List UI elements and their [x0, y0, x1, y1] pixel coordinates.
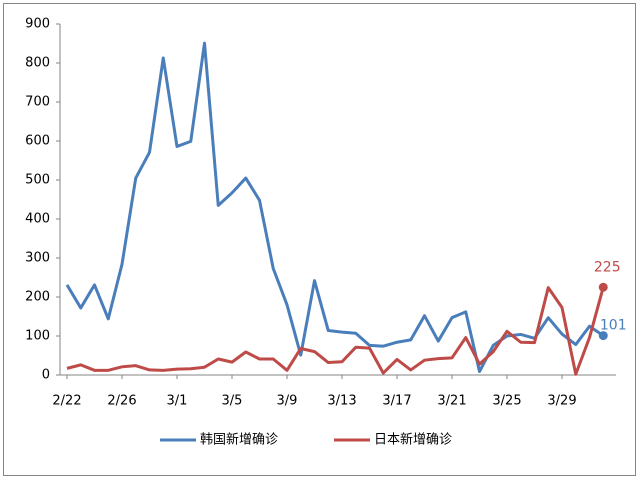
x-tick-label: 3/21 — [437, 394, 466, 409]
series-line — [66, 286, 605, 376]
legend-label: 韩国新增确诊 — [200, 432, 278, 448]
x-tick-label: 3/9 — [277, 394, 298, 409]
legend-label: 日本新增确诊 — [374, 432, 452, 448]
y-tick-label: 200 — [25, 290, 50, 305]
y-tick-label: 700 — [25, 95, 50, 110]
x-tick-label: 3/1 — [167, 394, 188, 409]
y-tick-label: 500 — [25, 173, 50, 188]
x-tick-label: 3/13 — [327, 394, 356, 409]
x-tick-label: 3/25 — [492, 394, 521, 409]
y-tick-label: 100 — [25, 329, 50, 344]
y-tick-label: 300 — [25, 251, 50, 266]
x-tick-label: 2/26 — [107, 394, 136, 409]
x-tick-label: 3/29 — [547, 394, 576, 409]
chart-border — [3, 3, 636, 476]
value-label: 101 — [600, 318, 627, 334]
value-label: 225 — [594, 259, 621, 275]
y-tick-label: 400 — [25, 212, 50, 227]
y-tick-label: 0 — [42, 368, 50, 383]
x-tick-label: 3/17 — [382, 394, 411, 409]
x-tick-label: 2/22 — [52, 394, 81, 409]
end-marker — [598, 331, 608, 341]
x-tick-label: 3/5 — [222, 394, 243, 409]
end-marker — [598, 282, 608, 292]
y-tick-label: 900 — [25, 17, 50, 32]
y-tick-label: 600 — [25, 134, 50, 149]
y-tick-label: 800 — [25, 56, 50, 71]
